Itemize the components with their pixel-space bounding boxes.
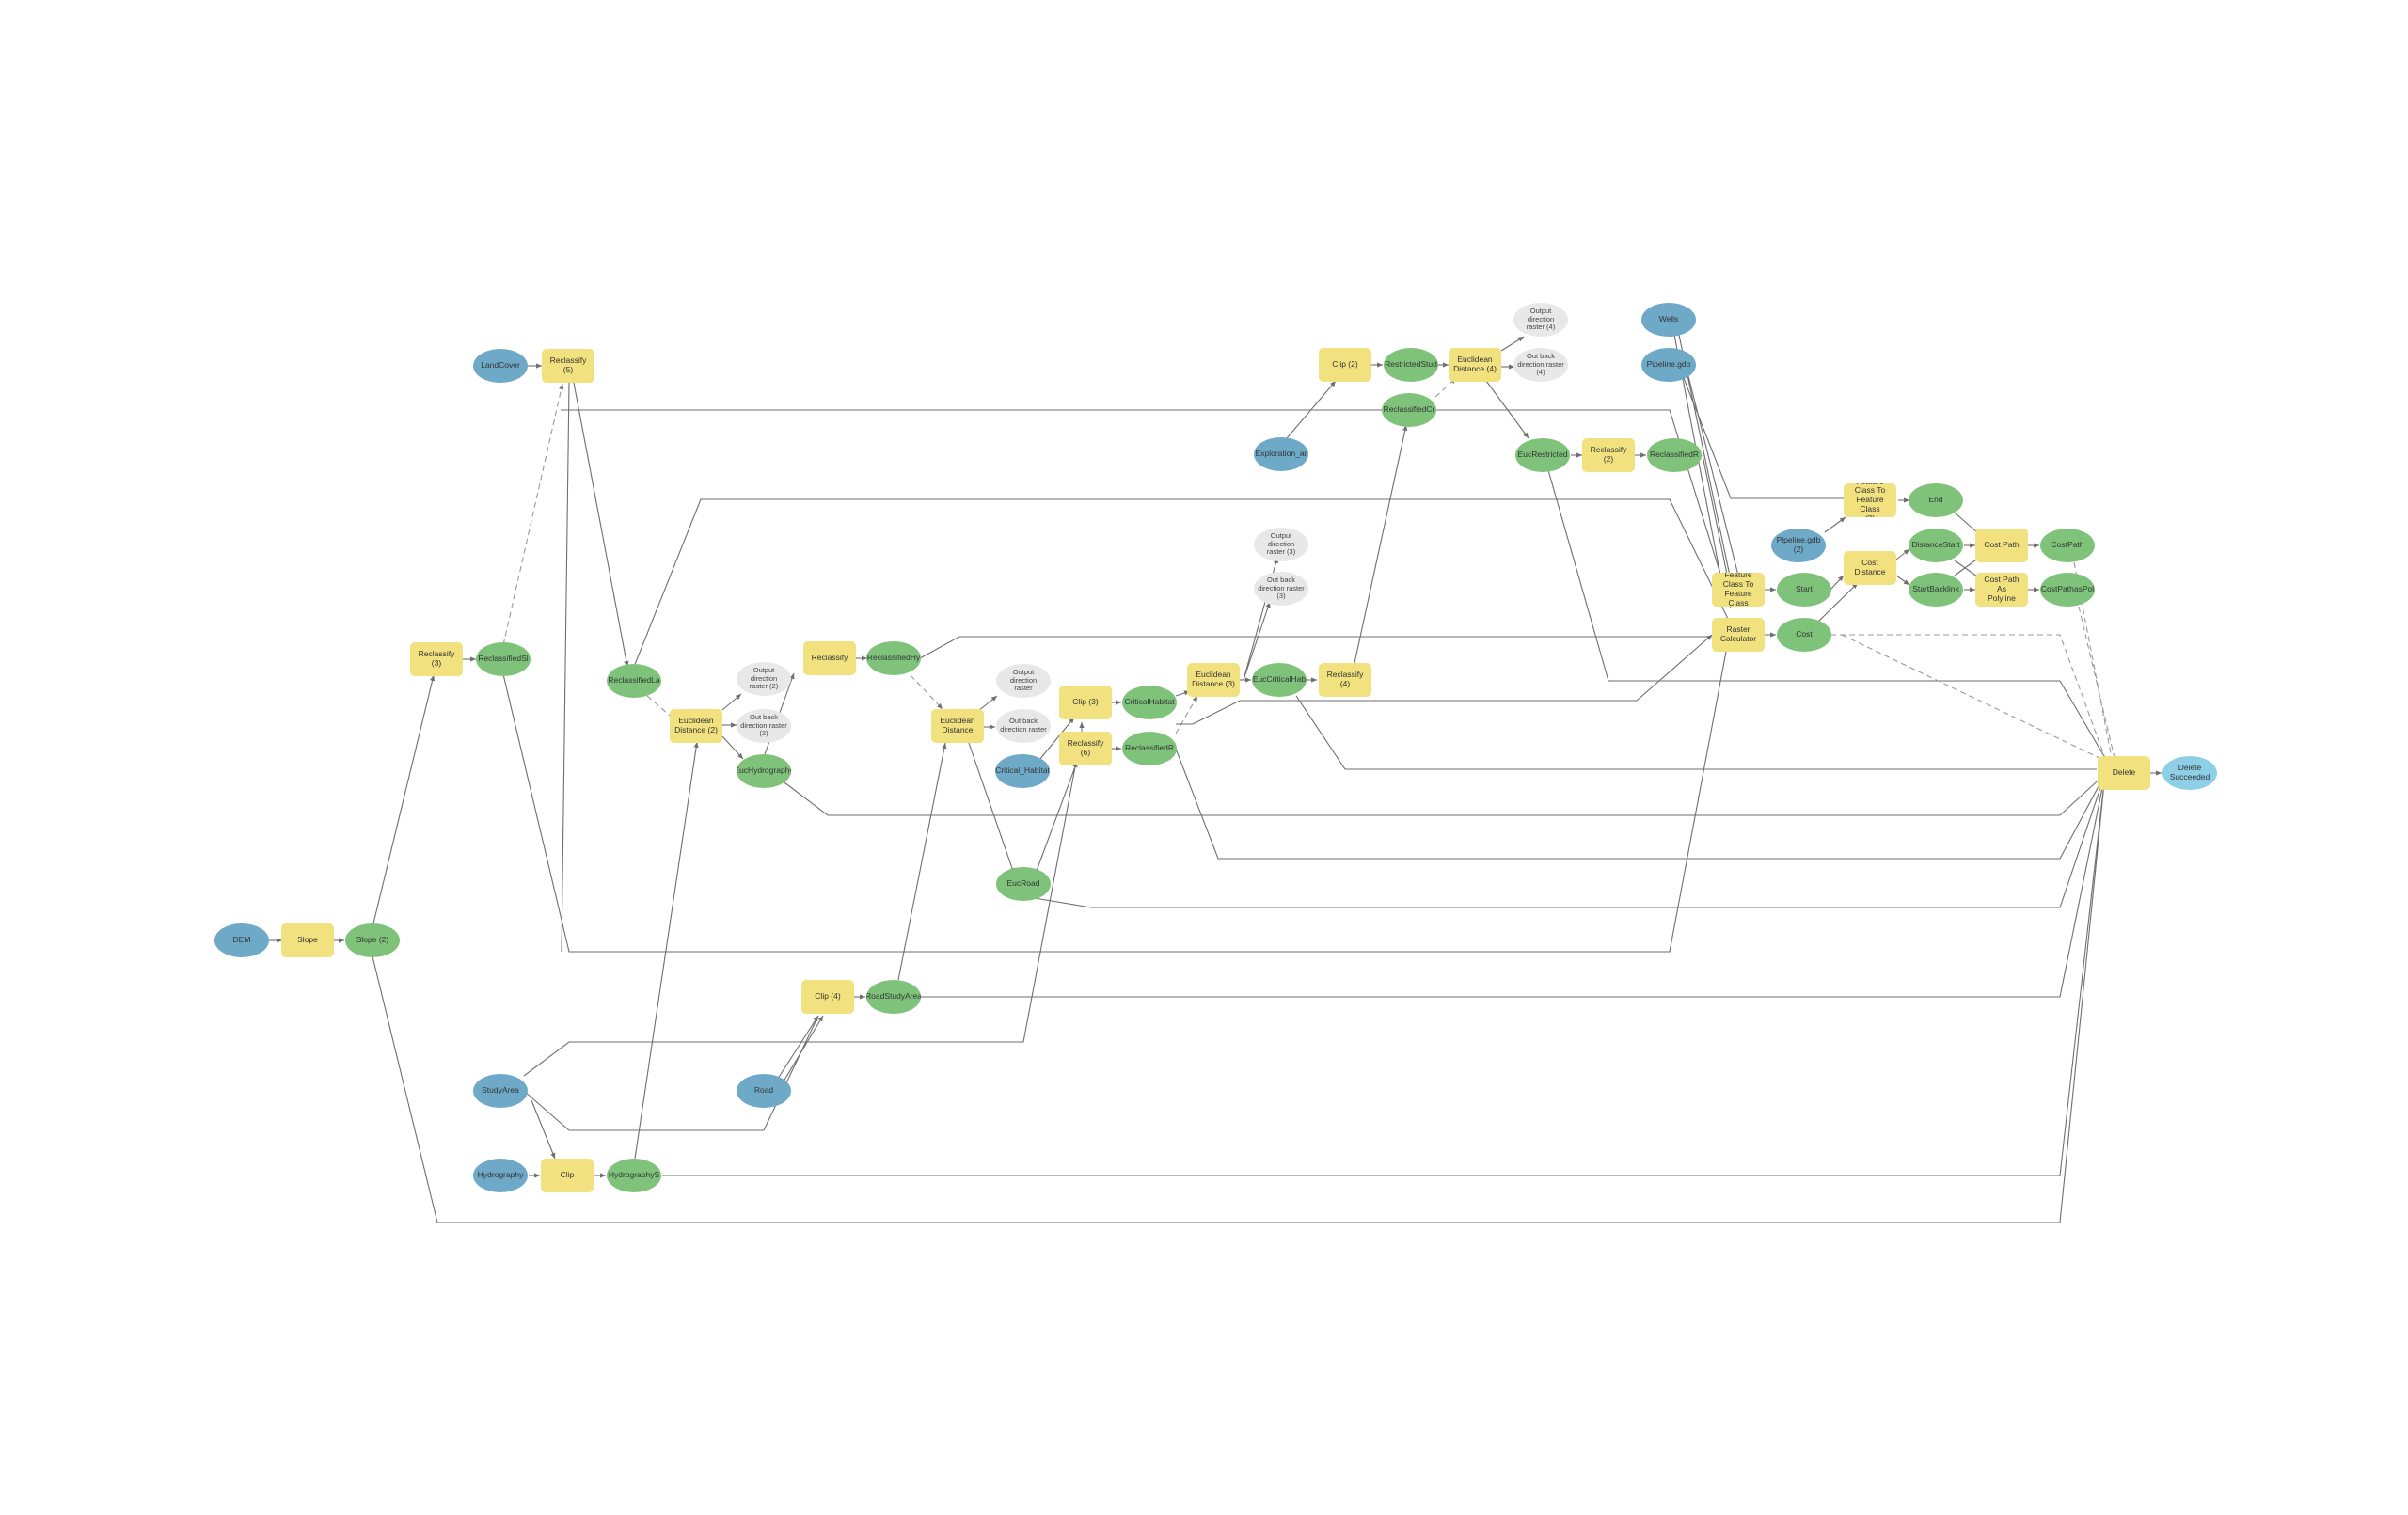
data-node-hydrography[interactable]: Hydrography [473,1159,528,1192]
data-node-cost[interactable]: Cost [1777,618,1831,652]
data-node-pipelinegdb[interactable]: Pipeline.gdb [1641,348,1696,382]
tool-node-clip2[interactable]: Clip (2) [1319,348,1371,382]
data-node-studyarea[interactable]: StudyArea [473,1074,528,1108]
tool-node-clip3[interactable]: Clip (3) [1059,686,1112,719]
data-node-pipelinegdb2[interactable]: Pipeline.gdb (2) [1771,529,1826,562]
tool-node-euc4[interactable]: Euclidean Distance (4) [1449,348,1501,382]
data-node-reclassifiedhy[interactable]: ReclassifiedHy [866,641,921,675]
tool-node-clip[interactable]: Clip [541,1159,594,1192]
data-node-roadstudyarea[interactable]: RoadStudyArea [866,980,921,1014]
tool-node-reclassify5[interactable]: Reclassify (5) [542,349,594,383]
tool-node-reclassify[interactable]: Reclassify [803,641,856,675]
tool-node-slope[interactable]: Slope [281,923,334,957]
data-node-eucrestricted[interactable]: EucRestricted [1515,438,1570,472]
tool-node-reclassify4[interactable]: Reclassify (4) [1319,663,1371,697]
data-node-dem[interactable]: DEM [214,923,269,957]
data-node-outdir1[interactable]: Output direction raster [996,664,1051,698]
data-node-hydrographys[interactable]: HydrographyS [607,1159,661,1192]
data-node-road[interactable]: Road [737,1074,791,1108]
data-node-startbacklink[interactable]: StartBacklink [1909,573,1963,607]
data-node-criticalhabitat[interactable]: CriticalHabitat [1122,686,1177,719]
data-node-wells[interactable]: Wells [1641,303,1696,337]
tool-node-euc2[interactable]: Euclidean Distance (2) [670,709,722,743]
data-node-outdir4[interactable]: Output direction raster (4) [1513,303,1568,337]
data-node-reclassifiedla[interactable]: ReclassifiedLa [607,664,661,698]
connector-lines [267,334,2162,1223]
tool-node-reclassify2[interactable]: Reclassify (2) [1582,438,1635,472]
tool-node-costpath[interactable]: Cost Path [1975,529,2028,562]
tool-node-delete[interactable]: Delete [2098,756,2150,790]
data-node-outback1[interactable]: Out back direction raster [996,709,1051,743]
data-node-landcover[interactable]: LandCover [473,349,528,383]
data-node-reclassifiedcr[interactable]: ReclassifiedCr [1382,393,1436,427]
data-node-distancestart[interactable]: DistanceStart [1909,529,1963,562]
data-node-outback2[interactable]: Out back direction raster (2) [737,709,791,743]
tool-node-fc2fc[interactable]: Feature Class To Feature Class [1712,573,1765,607]
data-node-outback3[interactable]: Out back direction raster (3) [1254,572,1308,606]
tool-node-reclassify3[interactable]: Reclassify (3) [410,642,463,676]
tool-node-euc3[interactable]: Euclidean Distance (3) [1187,663,1240,697]
data-node-eucroad[interactable]: EucRoad [996,867,1051,901]
data-node-restrictedstud[interactable]: RestrictedStud [1384,348,1438,382]
data-node-reclassifiedr[interactable]: ReclassifiedR [1122,732,1177,765]
data-node-costpathaspol[interactable]: CostPathasPol [2040,573,2095,607]
tool-node-euc1[interactable]: Euclidean Distance [931,709,984,743]
data-node-delete_succeeded[interactable]: Delete Succeeded [2162,756,2217,790]
data-node-outdir3[interactable]: Output direction raster (3) [1254,528,1308,561]
tool-node-fc2fc2[interactable]: Feature Class To Feature Class (2) [1844,483,1896,517]
data-node-outdir2[interactable]: Output direction raster (2) [737,662,791,696]
tool-node-costdistance[interactable]: Cost Distance [1844,551,1896,585]
data-node-reclassifiedr2[interactable]: ReclassifiedR [1647,438,1702,472]
data-node-euccrit[interactable]: EucCriticalHab [1252,663,1307,697]
tool-node-costpathaspoly[interactable]: Cost Path As Polyline [1975,573,2028,607]
data-node-costpathout[interactable]: CostPath [2040,529,2095,562]
data-node-reclassifiedsl[interactable]: ReclassifiedSl [476,642,531,676]
data-node-euchydro[interactable]: EucHydrography [737,754,791,788]
data-node-end[interactable]: End [1909,483,1963,517]
tool-node-clip4[interactable]: Clip (4) [801,980,854,1014]
tool-node-reclassify6[interactable]: Reclassify (6) [1059,732,1112,765]
tool-node-rastercalc[interactable]: Raster Calculator [1712,618,1765,652]
data-node-exploration[interactable]: Exploration_ar [1254,437,1308,471]
data-node-start[interactable]: Start [1777,573,1831,607]
data-node-slope2[interactable]: Slope (2) [345,923,400,957]
data-node-critical_habitat[interactable]: Critical_Habitat [995,754,1050,788]
data-node-outback4[interactable]: Out back direction raster (4) [1513,348,1568,382]
